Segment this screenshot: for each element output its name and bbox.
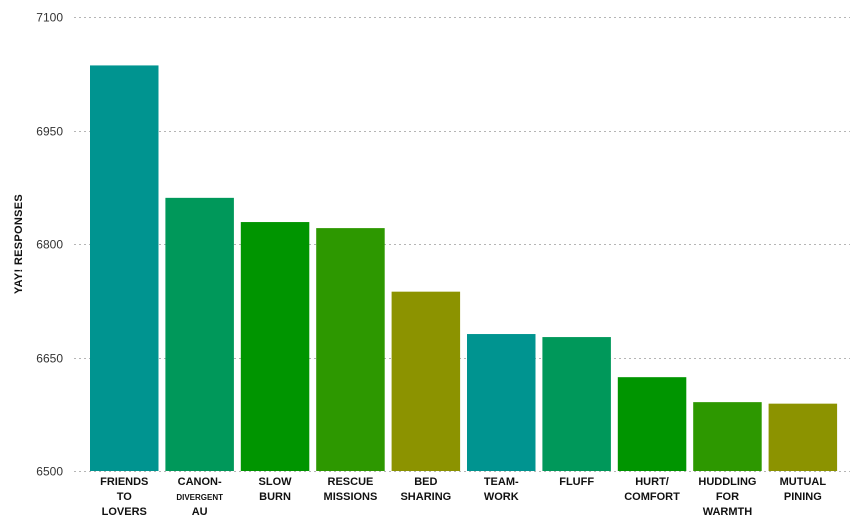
y-tick-label: 6500 [36, 465, 63, 479]
x-axis-labels: FRIENDS TO LOVERS CANON- DIVERGENT AU SLOW BURN… [100, 476, 826, 518]
bar [391, 291, 461, 471]
bar [768, 403, 838, 471]
x-tick-label: FRIENDS [100, 476, 148, 488]
x-tick-label: HURT/ [635, 476, 669, 488]
y-tick-label: 6950 [36, 125, 63, 139]
x-tick-label: CANON- [178, 476, 222, 488]
y-tick-label: 6800 [36, 238, 63, 252]
bar [240, 222, 310, 471]
x-tick-label: COMFORT [624, 491, 680, 503]
x-tick-label: WARMTH [703, 506, 753, 518]
y-axis-title: YAY! RESPONSES [13, 194, 25, 294]
bar [542, 337, 611, 471]
x-tick-label: TEAM- [484, 476, 519, 488]
x-tick-label: SLOW [259, 476, 293, 488]
bar [165, 197, 234, 472]
x-tick-label: PINING [784, 491, 822, 503]
x-tick-label: MISSIONS [324, 491, 378, 503]
x-tick-label: LOVERS [102, 506, 147, 518]
bar [693, 402, 762, 471]
x-tick-label: AU [192, 506, 208, 518]
x-tick-label: MUTUAL [780, 476, 827, 488]
bar [90, 65, 159, 471]
y-tick-label: 6650 [36, 352, 63, 366]
bars [90, 65, 838, 472]
bar [467, 334, 536, 471]
x-tick-label: BED [414, 476, 437, 488]
x-tick-label: RESCUE [328, 476, 374, 488]
x-tick-label: TO [117, 491, 133, 503]
x-tick-label: WORK [484, 491, 519, 503]
x-tick-label: BURN [259, 491, 291, 503]
x-tick-label: DIVERGENT [176, 493, 223, 502]
y-tick-label: 7100 [36, 11, 63, 25]
x-tick-label: SHARING [400, 491, 451, 503]
x-tick-label: FLUFF [559, 476, 594, 488]
bar [316, 228, 385, 471]
y-axis-ticks: 6500 6650 6800 6950 7100 [36, 11, 63, 479]
x-tick-label: FOR [716, 491, 739, 503]
bar [617, 377, 687, 471]
gridlines [74, 17, 850, 472]
x-tick-label: HUDDLING [698, 476, 756, 488]
